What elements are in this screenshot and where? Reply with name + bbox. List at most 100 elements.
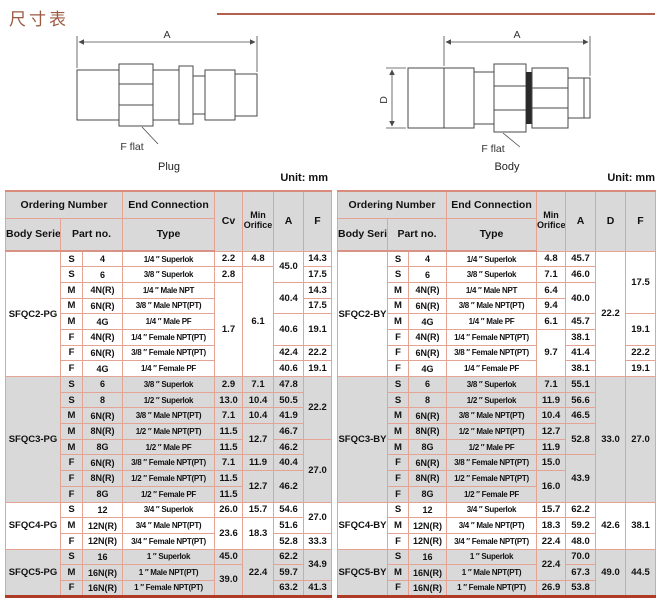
cell: 12.7 xyxy=(242,423,274,456)
cell: M xyxy=(387,297,409,315)
cell: 3/8 ″ Superlok xyxy=(446,376,537,393)
header-part-no: Part no. xyxy=(387,217,447,252)
cell: 46.0 xyxy=(565,266,596,283)
cell: 12.7 xyxy=(242,470,274,503)
cell: 19.1 xyxy=(303,360,332,377)
table-row: F 4N(R) 1/4 ″ Female NPT(PT) xyxy=(6,328,332,346)
cell: 22.2 xyxy=(303,344,332,362)
table-row: F 16N(R) 1 ″ Female NPT(PT) 26.9 53.8 xyxy=(338,579,656,597)
table-row: SFQC5-BY S 16 1 ″ Superlok 22.4 70.0 49.0 44.5 xyxy=(337,548,656,597)
cell: 22.2 xyxy=(625,344,656,362)
cell: 4N(R) xyxy=(82,281,123,299)
cell: 4G xyxy=(82,313,123,330)
cell: 11.5 xyxy=(214,423,243,440)
cell: 12 xyxy=(82,501,123,519)
body-series-cell: SFQC5-BY xyxy=(337,548,388,597)
hex-nut xyxy=(118,63,154,127)
header-type: Type xyxy=(446,217,537,252)
cell: M xyxy=(387,281,409,299)
cell: S xyxy=(60,501,83,519)
header-row: Ordering Number End Connection Min Orifi… xyxy=(337,190,656,252)
unit-label-left: Unit: mm xyxy=(280,172,328,184)
header-ordering-number: Ordering Number xyxy=(5,190,123,219)
swage-nut xyxy=(531,67,569,129)
cell: 4 xyxy=(82,250,123,268)
cell: 38.1 xyxy=(565,360,596,377)
cell: 40.0 xyxy=(565,281,596,315)
cell: 4G xyxy=(408,360,447,377)
cell: 43.9 xyxy=(565,454,596,503)
tip xyxy=(234,73,258,117)
table-row: M 6N(R) 3/8 ″ Male NPT(PT) 17.5 xyxy=(6,297,332,315)
cell: 15.7 xyxy=(242,501,274,519)
cell: 1/4 ″ Female PF xyxy=(122,360,215,377)
page-title: 尺寸表 xyxy=(9,10,69,29)
cell: 1/4 ″ Male NPT xyxy=(122,281,215,299)
cell: 1/2 ″ Superlok xyxy=(446,391,537,409)
cell: 13.0 xyxy=(214,391,243,409)
cell: 17.5 xyxy=(303,266,332,283)
header-type: Type xyxy=(122,217,215,252)
cell: 6N(R) xyxy=(408,344,447,362)
cell: 27.0 xyxy=(303,438,332,503)
cell: 59.2 xyxy=(565,517,596,534)
table-row: M 4G 1/4 ″ Male PF 6.1 45.7 19.1 xyxy=(338,313,656,346)
plug-spec-table: Ordering Number End Connection Cv Min Or… xyxy=(5,190,332,598)
cell: F xyxy=(387,344,409,362)
cell: 3/8 ″ Male NPT(PT) xyxy=(122,297,215,315)
cell: M xyxy=(387,564,409,581)
plug-caption: Plug xyxy=(157,161,181,173)
f-flat-label: F flat xyxy=(481,143,504,155)
table-row: F 4N(R) 1/4 ″ Female NPT(PT) 9.7 38.1 xyxy=(338,328,656,378)
cell: 10.4 xyxy=(242,391,274,409)
cell: 1/2 ″ Male NPT(PT) xyxy=(446,423,537,440)
cell: M xyxy=(60,564,83,581)
cell: 1/4 ″ Male PF xyxy=(122,313,215,330)
cell: M xyxy=(387,423,409,440)
table-row: M 12N(R) 3/4 ″ Male NPT(PT) 18.3 59.2 xyxy=(338,517,656,534)
cell: 6N(R) xyxy=(82,454,123,472)
cell: 46.2 xyxy=(273,470,304,503)
cell: 2.9 xyxy=(214,376,243,393)
cell: 8N(R) xyxy=(82,423,123,440)
cell: F xyxy=(387,532,409,550)
cell: 7.1 xyxy=(536,266,566,283)
cell: 6N(R) xyxy=(82,297,123,315)
cell: 53.8 xyxy=(565,579,596,597)
cell: 4.8 xyxy=(242,250,274,268)
cell: F xyxy=(387,328,409,346)
cell: 44.5 xyxy=(625,548,656,597)
cell: F xyxy=(60,579,83,597)
cell: 2.8 xyxy=(214,266,243,283)
table-row: F 6N(R) 3/8 ″ Female NPT(PT) 15.0 43.9 xyxy=(338,454,656,503)
table-row: SFQC2-PG S 4 1/4 ″ Superlok 2.2 4.8 45.0 14.3 xyxy=(5,250,332,377)
cell: 4G xyxy=(82,360,123,377)
cell: F xyxy=(387,360,409,377)
cell: 6.1 xyxy=(242,266,274,377)
cell: S xyxy=(387,376,409,393)
cell: 1/2 ″ Male PF xyxy=(446,438,537,456)
cell: 49.0 xyxy=(595,548,626,597)
cell: 51.6 xyxy=(273,517,304,534)
cell: 52.8 xyxy=(565,423,596,456)
cell: 6 xyxy=(408,266,447,283)
cell: 11.5 xyxy=(214,438,243,456)
cell: 45.0 xyxy=(214,548,243,566)
cell: F xyxy=(387,470,409,487)
ridge xyxy=(178,65,194,125)
cell: 22.2 xyxy=(303,376,332,440)
cell: 46.5 xyxy=(565,407,596,425)
cell: 6N(R) xyxy=(82,344,123,362)
cell: 50.5 xyxy=(273,391,304,409)
cell: 12 xyxy=(408,501,447,519)
cell: 26.9 xyxy=(536,579,566,597)
cell: 3/8 ″ Female NPT(PT) xyxy=(122,454,215,472)
cell: 1/4 ″ Female NPT(PT) xyxy=(446,328,537,346)
barrel xyxy=(204,69,236,121)
plug-diagram: A F flat xyxy=(76,29,258,153)
header-part-no: Part no. xyxy=(60,217,123,252)
cell: 3/8 ″ Superlok xyxy=(122,266,215,283)
header-end-connection: End Connection xyxy=(122,190,215,219)
cell: M xyxy=(387,407,409,425)
table-row: F 4G 1/4 ″ Female PF 40.6 19.1 xyxy=(6,360,332,377)
